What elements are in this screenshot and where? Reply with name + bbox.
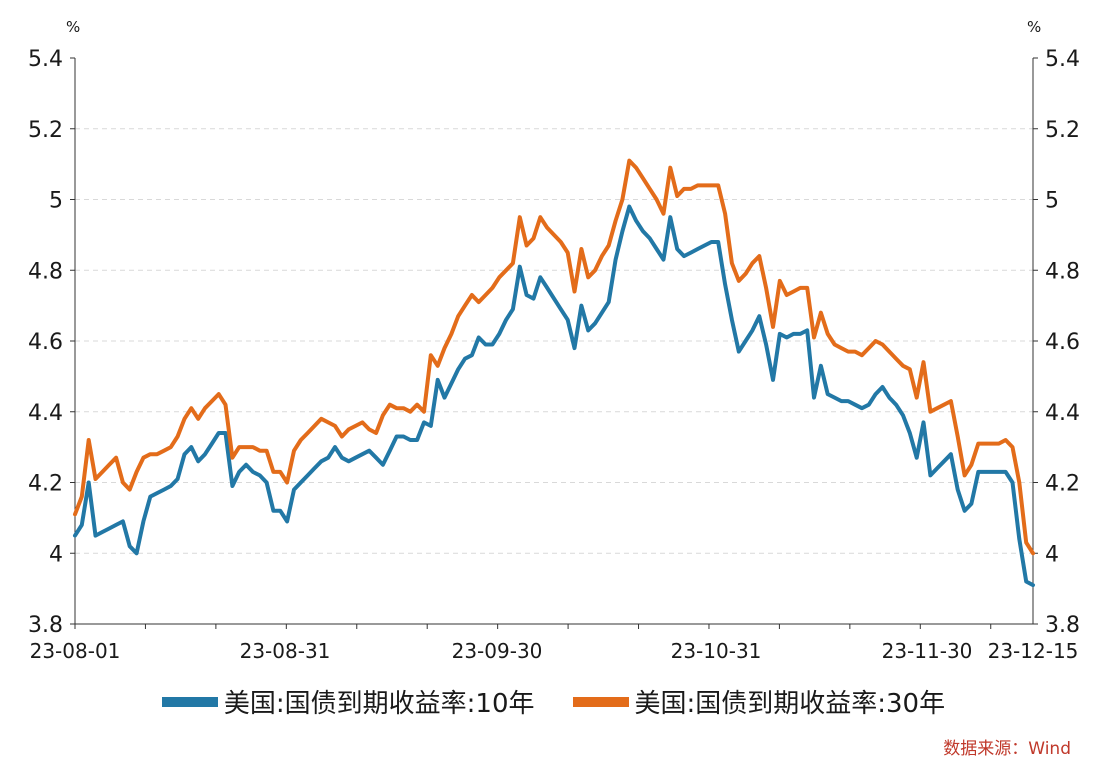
x-ticks: 23-08-01 23-08-31 23-09-30 23-10-31 23-11-30… bbox=[30, 624, 1079, 663]
y-tick-label-left: 4.4 bbox=[28, 401, 63, 426]
y-tick-label-left: 5 bbox=[49, 189, 63, 214]
y-tick-label-right: 4.6 bbox=[1045, 330, 1080, 355]
x-tick-label: 23-11-30 bbox=[882, 639, 973, 663]
y-tick-label-right: 4.8 bbox=[1045, 259, 1080, 284]
right-y-ticks: 5.4 5.2 5 4.8 4.6 4.4 4.2 4 3.8 bbox=[1033, 47, 1080, 638]
series-line-0 bbox=[73, 204, 1035, 588]
y-tick-label-right: 5 bbox=[1045, 189, 1059, 214]
x-tick-label: 23-09-30 bbox=[452, 639, 543, 663]
source-note: 数据来源：Wind bbox=[943, 739, 1071, 759]
y-tick-label-right: 5.4 bbox=[1045, 47, 1080, 72]
x-tick-label: 23-08-31 bbox=[240, 639, 331, 663]
y-tick-label-left: 4.8 bbox=[28, 259, 63, 284]
series-lines bbox=[73, 158, 1035, 588]
gridlines bbox=[75, 128, 1033, 554]
left-unit-label: % bbox=[66, 18, 80, 36]
y-tick-label-left: 4.6 bbox=[28, 330, 63, 355]
legend-swatch-10y bbox=[161, 696, 218, 707]
series-line-1 bbox=[73, 158, 1035, 556]
legend-label-30y: 美国:国债到期收益率:30年 bbox=[634, 689, 946, 719]
left-y-ticks: 5.4 5.2 5 4.8 4.6 4.4 4.2 4 3.8 bbox=[28, 47, 75, 638]
legend-item-10y: 美国:国债到期收益率:10年 bbox=[161, 683, 535, 720]
y-tick-label-left: 5.4 bbox=[28, 47, 63, 72]
legend-label-10y: 美国:国债到期收益率:10年 bbox=[223, 689, 535, 719]
right-unit-label: % bbox=[1027, 18, 1041, 36]
x-tick-label: 23-12-15 bbox=[988, 639, 1079, 663]
x-tick-label: 23-10-31 bbox=[671, 639, 762, 663]
y-tick-label-right: 4 bbox=[1045, 542, 1059, 567]
y-tick-label-left: 3.8 bbox=[28, 613, 63, 638]
y-tick-label-left: 5.2 bbox=[28, 118, 63, 143]
y-tick-label-right: 4.2 bbox=[1045, 472, 1080, 497]
y-tick-label-right: 5.2 bbox=[1045, 118, 1080, 143]
legend-item-30y: 美国:国债到期收益率:30年 bbox=[572, 683, 946, 720]
y-tick-label-right: 4.4 bbox=[1045, 401, 1080, 426]
y-tick-label-right: 3.8 bbox=[1045, 613, 1080, 638]
line-chart: % % 5.4 5.2 5 4.8 4.6 4.4 4.2 4 3.8 5.4 5.2 5 4.8 4.… bbox=[28, 18, 1080, 663]
y-tick-label-left: 4.2 bbox=[28, 472, 63, 497]
x-tick-label: 23-08-01 bbox=[30, 639, 121, 663]
legend-swatch-30y bbox=[572, 696, 629, 707]
y-tick-label-left: 4 bbox=[49, 542, 63, 567]
legend: 美国:国债到期收益率:10年 美国:国债到期收益率:30年 bbox=[0, 683, 1107, 720]
